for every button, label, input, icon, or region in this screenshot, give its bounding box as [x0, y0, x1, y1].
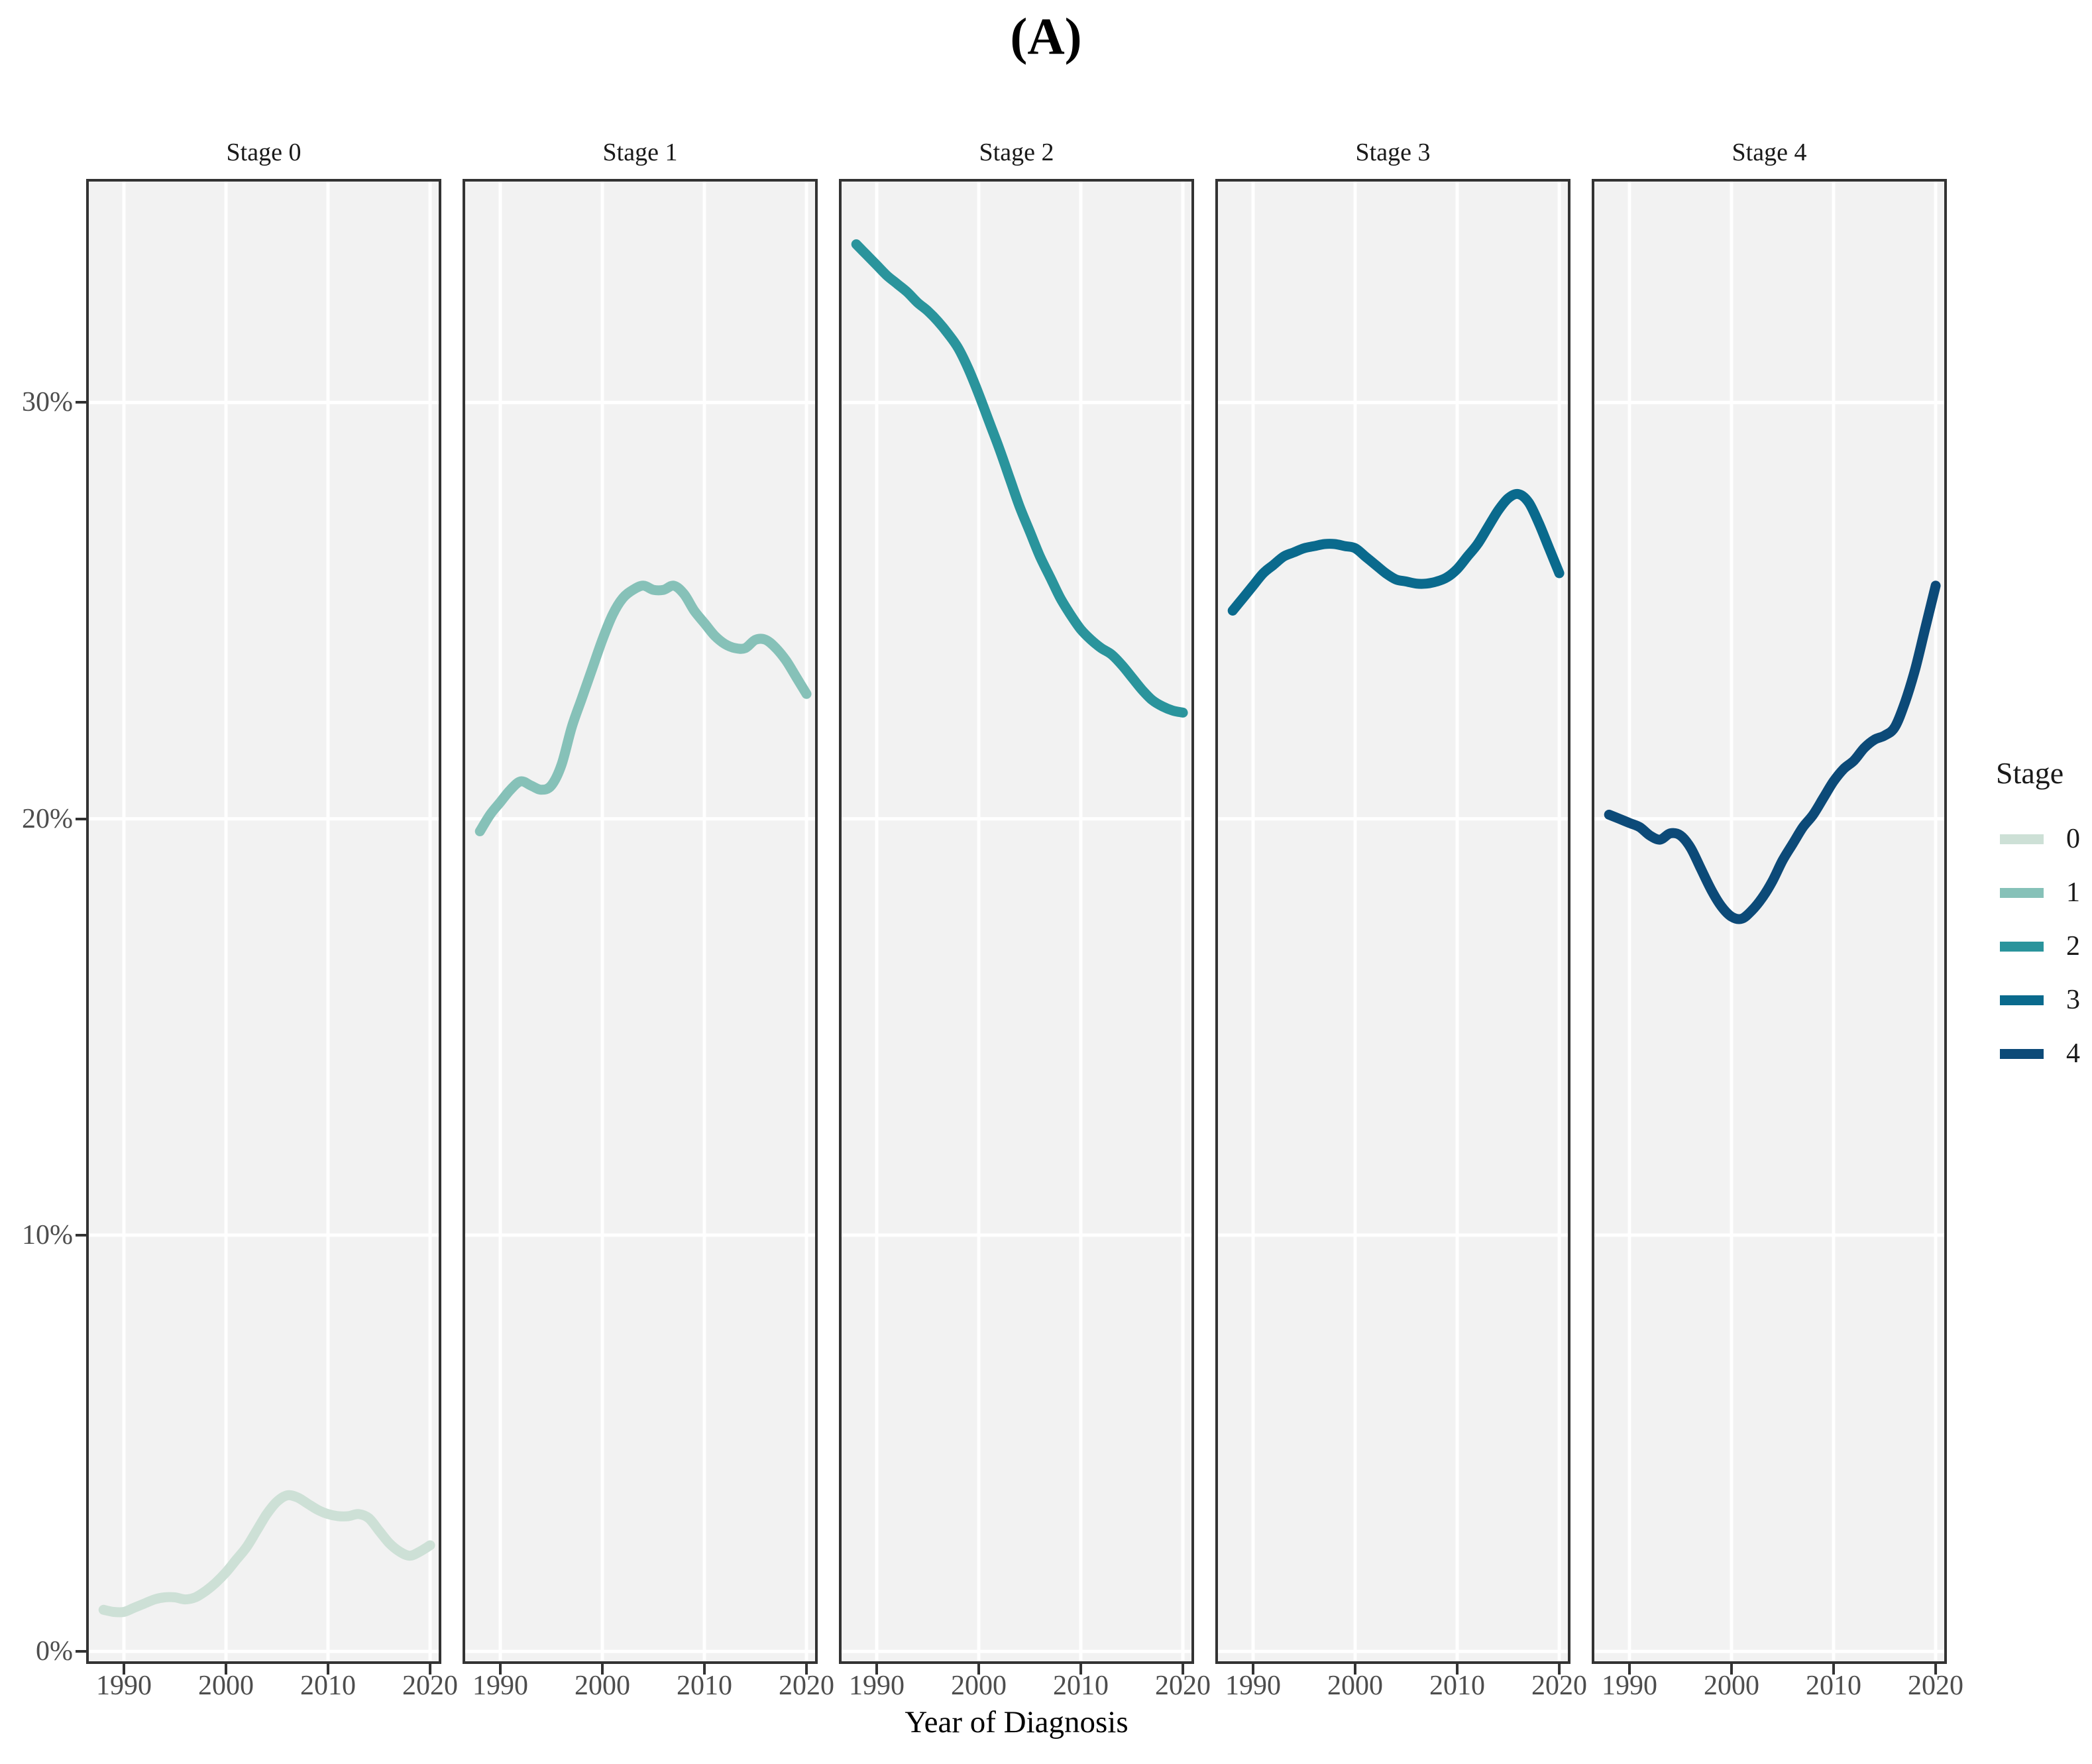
x-tick-label-stage-3-2020: 2020 [1531, 1671, 1588, 1701]
series-line-stage-3 [1227, 488, 1565, 616]
legend-label-stage-1: 1 [2066, 877, 2080, 908]
y-tick-mark-30 [76, 401, 86, 404]
legend-label-stage-2: 2 [2066, 931, 2080, 962]
legend-label-stage-3: 3 [2066, 985, 2080, 1015]
x-tick-label-stage-0-2010: 2010 [300, 1671, 357, 1701]
panel-border [839, 179, 1194, 1664]
facet-title-stage-3: Stage 3 [1355, 138, 1431, 166]
panel-background [839, 179, 1194, 1664]
x-tick-label-stage-2-2020: 2020 [1155, 1671, 1211, 1701]
panel-plot-stage-2 [839, 179, 1194, 1675]
facet-title-stage-2: Stage 2 [979, 138, 1054, 166]
panel-border [463, 179, 818, 1664]
panel-plot-stage-3 [1215, 179, 1570, 1675]
x-tick-label-stage-1-2000: 2000 [575, 1671, 630, 1701]
x-tick-label-stage-3-2000: 2000 [1327, 1671, 1383, 1701]
x-tick-label-stage-4-2020: 2020 [1908, 1671, 1964, 1701]
legend-entry-stage-2: 2 [1981, 926, 2092, 966]
x-tick-label-stage-4-2000: 2000 [1704, 1671, 1759, 1701]
legend-entry-stage-0: 0 [1981, 819, 2092, 859]
legend-entry-stage-3: 3 [1981, 980, 2092, 1020]
panel-border [86, 179, 441, 1664]
x-tick-label-stage-0-2000: 2000 [198, 1671, 254, 1701]
panel-stage-0 [86, 179, 441, 1675]
x-tick-label-stage-2-2010: 2010 [1053, 1671, 1109, 1701]
y-tick-mark-20 [76, 817, 86, 820]
x-tick-label-stage-1-2010: 2010 [677, 1671, 733, 1701]
panel-stage-2 [839, 179, 1194, 1675]
facet-title-stage-4: Stage 4 [1732, 138, 1807, 166]
legend-key-line-icon [2000, 942, 2044, 952]
y-tick-label-20: 20% [22, 803, 73, 834]
y-tick-label-10: 10% [22, 1219, 73, 1250]
legend-label-stage-0: 0 [2066, 824, 2080, 854]
panel-plot-stage-0 [86, 179, 441, 1675]
x-tick-label-stage-4-2010: 2010 [1806, 1671, 1862, 1701]
legend-key-line-icon [2000, 888, 2044, 898]
y-tick-mark-10 [76, 1233, 86, 1237]
x-tick-label-stage-2-1990: 1990 [848, 1671, 905, 1701]
series-line-stage-2 [851, 239, 1188, 718]
x-tick-label-stage-0-2020: 2020 [402, 1671, 459, 1701]
panel-stage-1 [463, 179, 818, 1675]
y-tick-label-30: 30% [22, 387, 73, 418]
panel-plot-stage-1 [463, 179, 818, 1675]
legend-title: Stage [1996, 756, 2064, 790]
legend-entry-stage-4: 4 [1981, 1034, 2092, 1074]
figure-title: (A) [1010, 7, 1082, 65]
x-tick-label-stage-3-2010: 2010 [1429, 1671, 1486, 1701]
y-tick-label-0: 0% [36, 1636, 73, 1667]
series-line-stage-0 [98, 1490, 435, 1618]
panel-border [1592, 179, 1947, 1664]
series-line-stage-1 [474, 580, 812, 836]
panel-background [463, 179, 818, 1664]
panel-stage-3 [1215, 179, 1570, 1675]
x-tick-label-stage-4-1990: 1990 [1601, 1671, 1657, 1701]
series-line-stage-4 [1604, 580, 1941, 924]
x-tick-label-stage-3-1990: 1990 [1225, 1671, 1281, 1701]
facet-title-stage-1: Stage 1 [602, 138, 678, 166]
panel-plot-stage-4 [1592, 179, 1947, 1675]
legend-entry-stage-1: 1 [1981, 873, 2092, 912]
panel-border [1215, 179, 1570, 1664]
legend-label-stage-4: 4 [2066, 1038, 2080, 1069]
panel-stage-4 [1592, 179, 1947, 1675]
x-tick-label-stage-1-1990: 1990 [472, 1671, 528, 1701]
panel-background [86, 179, 441, 1664]
panel-background [1592, 179, 1947, 1664]
x-tick-label-stage-0-1990: 1990 [95, 1671, 152, 1701]
panel-background [1215, 179, 1570, 1664]
legend-key-line-icon [2000, 1049, 2044, 1059]
y-tick-mark-0 [76, 1650, 86, 1653]
facet-title-stage-0: Stage 0 [226, 138, 302, 166]
legend-key-line-icon [2000, 995, 2044, 1005]
x-tick-label-stage-1-2020: 2020 [779, 1671, 835, 1701]
x-tick-label-stage-2-2000: 2000 [951, 1671, 1007, 1701]
x-axis-title: Year of Diagnosis [905, 1705, 1129, 1739]
legend-key-line-icon [2000, 834, 2044, 844]
